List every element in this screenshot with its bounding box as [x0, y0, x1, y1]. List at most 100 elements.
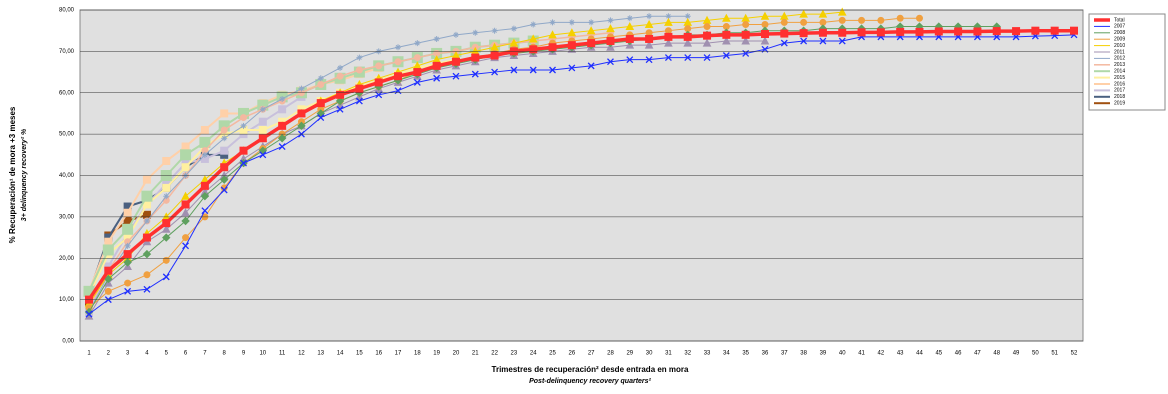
x-tick-label: 7 — [203, 351, 207, 357]
marker — [451, 57, 460, 66]
marker — [123, 208, 132, 217]
x-tick-label: 39 — [820, 351, 827, 357]
marker — [181, 142, 190, 151]
x-tick-label: 20 — [453, 351, 460, 357]
marker — [741, 30, 750, 39]
marker — [665, 13, 672, 20]
y-tick-label: 50,00 — [59, 132, 75, 138]
marker — [355, 97, 363, 105]
marker — [220, 186, 228, 194]
marker — [432, 61, 441, 70]
x-tick-label: 6 — [184, 351, 188, 357]
marker — [838, 37, 846, 45]
legend — [1088, 13, 1166, 111]
marker — [799, 9, 808, 18]
y-tick-label: 0,00 — [62, 339, 74, 345]
marker — [954, 27, 963, 36]
series-line — [88, 32, 611, 309]
y-tick-label: 60,00 — [59, 90, 75, 96]
marker — [162, 219, 171, 228]
marker — [683, 38, 693, 47]
x-tick-label: 16 — [375, 351, 382, 357]
marker — [375, 62, 383, 70]
marker — [529, 45, 538, 54]
y-axis-title: % Recuperación¹ de mora +3 meses — [8, 106, 17, 243]
marker — [142, 249, 152, 259]
marker — [587, 39, 596, 48]
marker — [491, 68, 499, 76]
marker — [355, 66, 363, 74]
marker — [567, 28, 577, 37]
marker — [433, 74, 441, 82]
marker — [181, 191, 190, 200]
marker — [104, 287, 112, 295]
marker — [857, 28, 866, 37]
x-tick-label: 26 — [568, 351, 575, 357]
x-tick-label: 15 — [356, 351, 363, 357]
x-tick-label: 25 — [549, 351, 556, 357]
marker — [200, 181, 209, 190]
marker — [317, 114, 325, 122]
marker — [278, 121, 287, 130]
series-line — [88, 15, 688, 313]
marker — [722, 36, 731, 45]
y-tick-label: 40,00 — [59, 173, 75, 179]
x-tick-label: 28 — [607, 351, 614, 357]
x-tick-label: 35 — [742, 351, 749, 357]
marker — [703, 23, 711, 31]
x-tick-label: 41 — [858, 351, 865, 357]
legend-label: 2017 — [1114, 88, 1125, 94]
marker — [317, 75, 324, 82]
marker — [413, 78, 421, 86]
marker — [220, 163, 229, 172]
marker — [142, 233, 151, 242]
x-tick-label: 47 — [974, 351, 981, 357]
marker — [549, 19, 556, 26]
x-tick-label: 30 — [646, 351, 653, 357]
marker — [181, 200, 190, 209]
marker — [800, 18, 808, 26]
marker — [645, 34, 654, 43]
marker — [414, 40, 421, 47]
marker — [141, 190, 153, 202]
marker — [258, 117, 267, 126]
marker — [277, 134, 287, 143]
marker — [684, 54, 692, 62]
x-tick-label: 23 — [511, 351, 518, 357]
marker — [316, 99, 325, 108]
x-tick-label: 52 — [1071, 351, 1078, 357]
marker — [760, 11, 770, 20]
x-tick-label: 36 — [762, 351, 769, 357]
marker — [819, 37, 827, 45]
marker — [374, 78, 383, 87]
legend-label: 2010 — [1114, 43, 1125, 49]
x-axis-subtitle: Post-delinquency recovery quarters² — [529, 378, 651, 385]
marker — [664, 32, 673, 41]
marker — [180, 149, 192, 161]
marker — [258, 125, 267, 134]
marker — [528, 34, 538, 43]
marker — [876, 28, 885, 37]
x-tick-label: 3 — [126, 351, 130, 357]
marker — [452, 72, 460, 80]
marker — [799, 29, 808, 38]
x-tick-label: 14 — [337, 351, 344, 357]
marker — [934, 27, 943, 36]
x-tick-label: 11 — [279, 351, 286, 357]
x-tick-label: 9 — [242, 351, 246, 357]
marker — [645, 56, 653, 64]
y-tick-label: 80,00 — [59, 8, 75, 14]
marker — [684, 13, 691, 20]
marker — [1012, 27, 1021, 36]
marker — [259, 106, 266, 113]
x-tick-label: 27 — [588, 351, 595, 357]
marker — [760, 29, 769, 38]
marker — [162, 157, 171, 166]
marker — [491, 27, 498, 34]
marker — [219, 175, 229, 184]
marker — [201, 151, 208, 158]
marker — [278, 105, 287, 114]
marker — [703, 31, 712, 40]
legend-label: 2015 — [1114, 75, 1125, 81]
marker — [683, 32, 692, 41]
